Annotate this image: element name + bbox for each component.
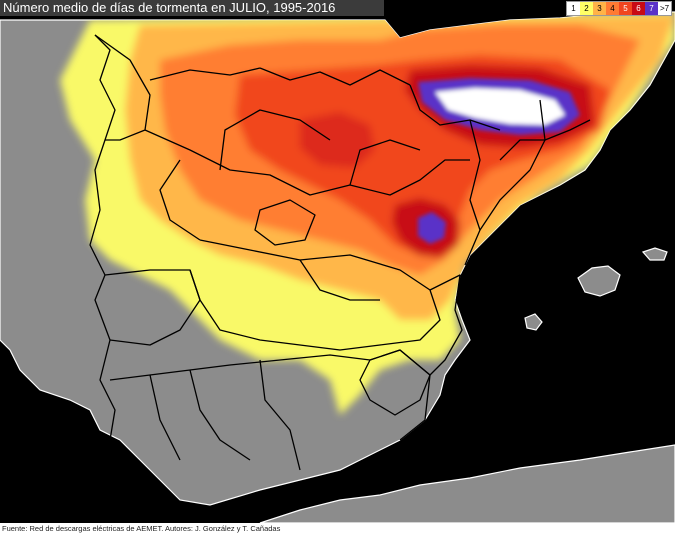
border-valencia — [429, 274, 463, 376]
border-aragon — [464, 119, 481, 266]
border-provinces-6 — [299, 259, 380, 301]
border-asturias — [149, 67, 261, 81]
ibiza-island — [524, 313, 543, 331]
storm-frequency-layer — [60, 12, 675, 415]
border-andalucia — [109, 349, 431, 441]
border-provinces-7 — [159, 159, 201, 241]
legend-item: 3 — [593, 2, 606, 15]
border-cantabria — [259, 67, 411, 86]
legend-item: 2 — [580, 2, 593, 15]
level-6-area-center — [300, 112, 375, 168]
border-galicia — [94, 34, 151, 141]
legend-item: 4 — [606, 2, 619, 15]
border-provinces-4 — [219, 109, 331, 171]
border-castilla-leon — [144, 129, 470, 196]
border-murcia — [359, 349, 431, 416]
mallorca-island — [577, 265, 621, 297]
border-extremadura — [104, 269, 201, 346]
legend-item: 7 — [645, 2, 658, 15]
border-provinces-3 — [149, 374, 181, 461]
border-provinces-8 — [499, 119, 591, 161]
border-portugal — [89, 34, 116, 441]
border-provinces-1 — [189, 369, 251, 461]
border-madrid — [254, 199, 316, 246]
thunderstorm-map — [0, 11, 675, 523]
border-castilla-mancha — [189, 239, 441, 351]
source-credit: Fuente: Red de descargas eléctricas de A… — [0, 523, 675, 534]
africa-coast — [259, 444, 675, 523]
level-7-area-east — [418, 212, 446, 244]
menorca-island — [641, 247, 668, 261]
border-navarra — [409, 84, 501, 131]
map-title: Número medio de días de tormenta en JULI… — [0, 0, 384, 16]
province-borders — [89, 34, 591, 471]
border-provinces-5 — [349, 139, 421, 186]
level-8-area-north — [435, 88, 565, 125]
border-catalonia — [479, 99, 546, 231]
legend-item: 6 — [632, 2, 645, 15]
legend-item: 5 — [619, 2, 632, 15]
legend-item: 1 — [567, 2, 580, 15]
border-provinces-2 — [259, 359, 301, 471]
color-legend: 1 2 3 4 5 6 7 >7 — [566, 1, 672, 16]
legend-item: >7 — [658, 2, 671, 15]
